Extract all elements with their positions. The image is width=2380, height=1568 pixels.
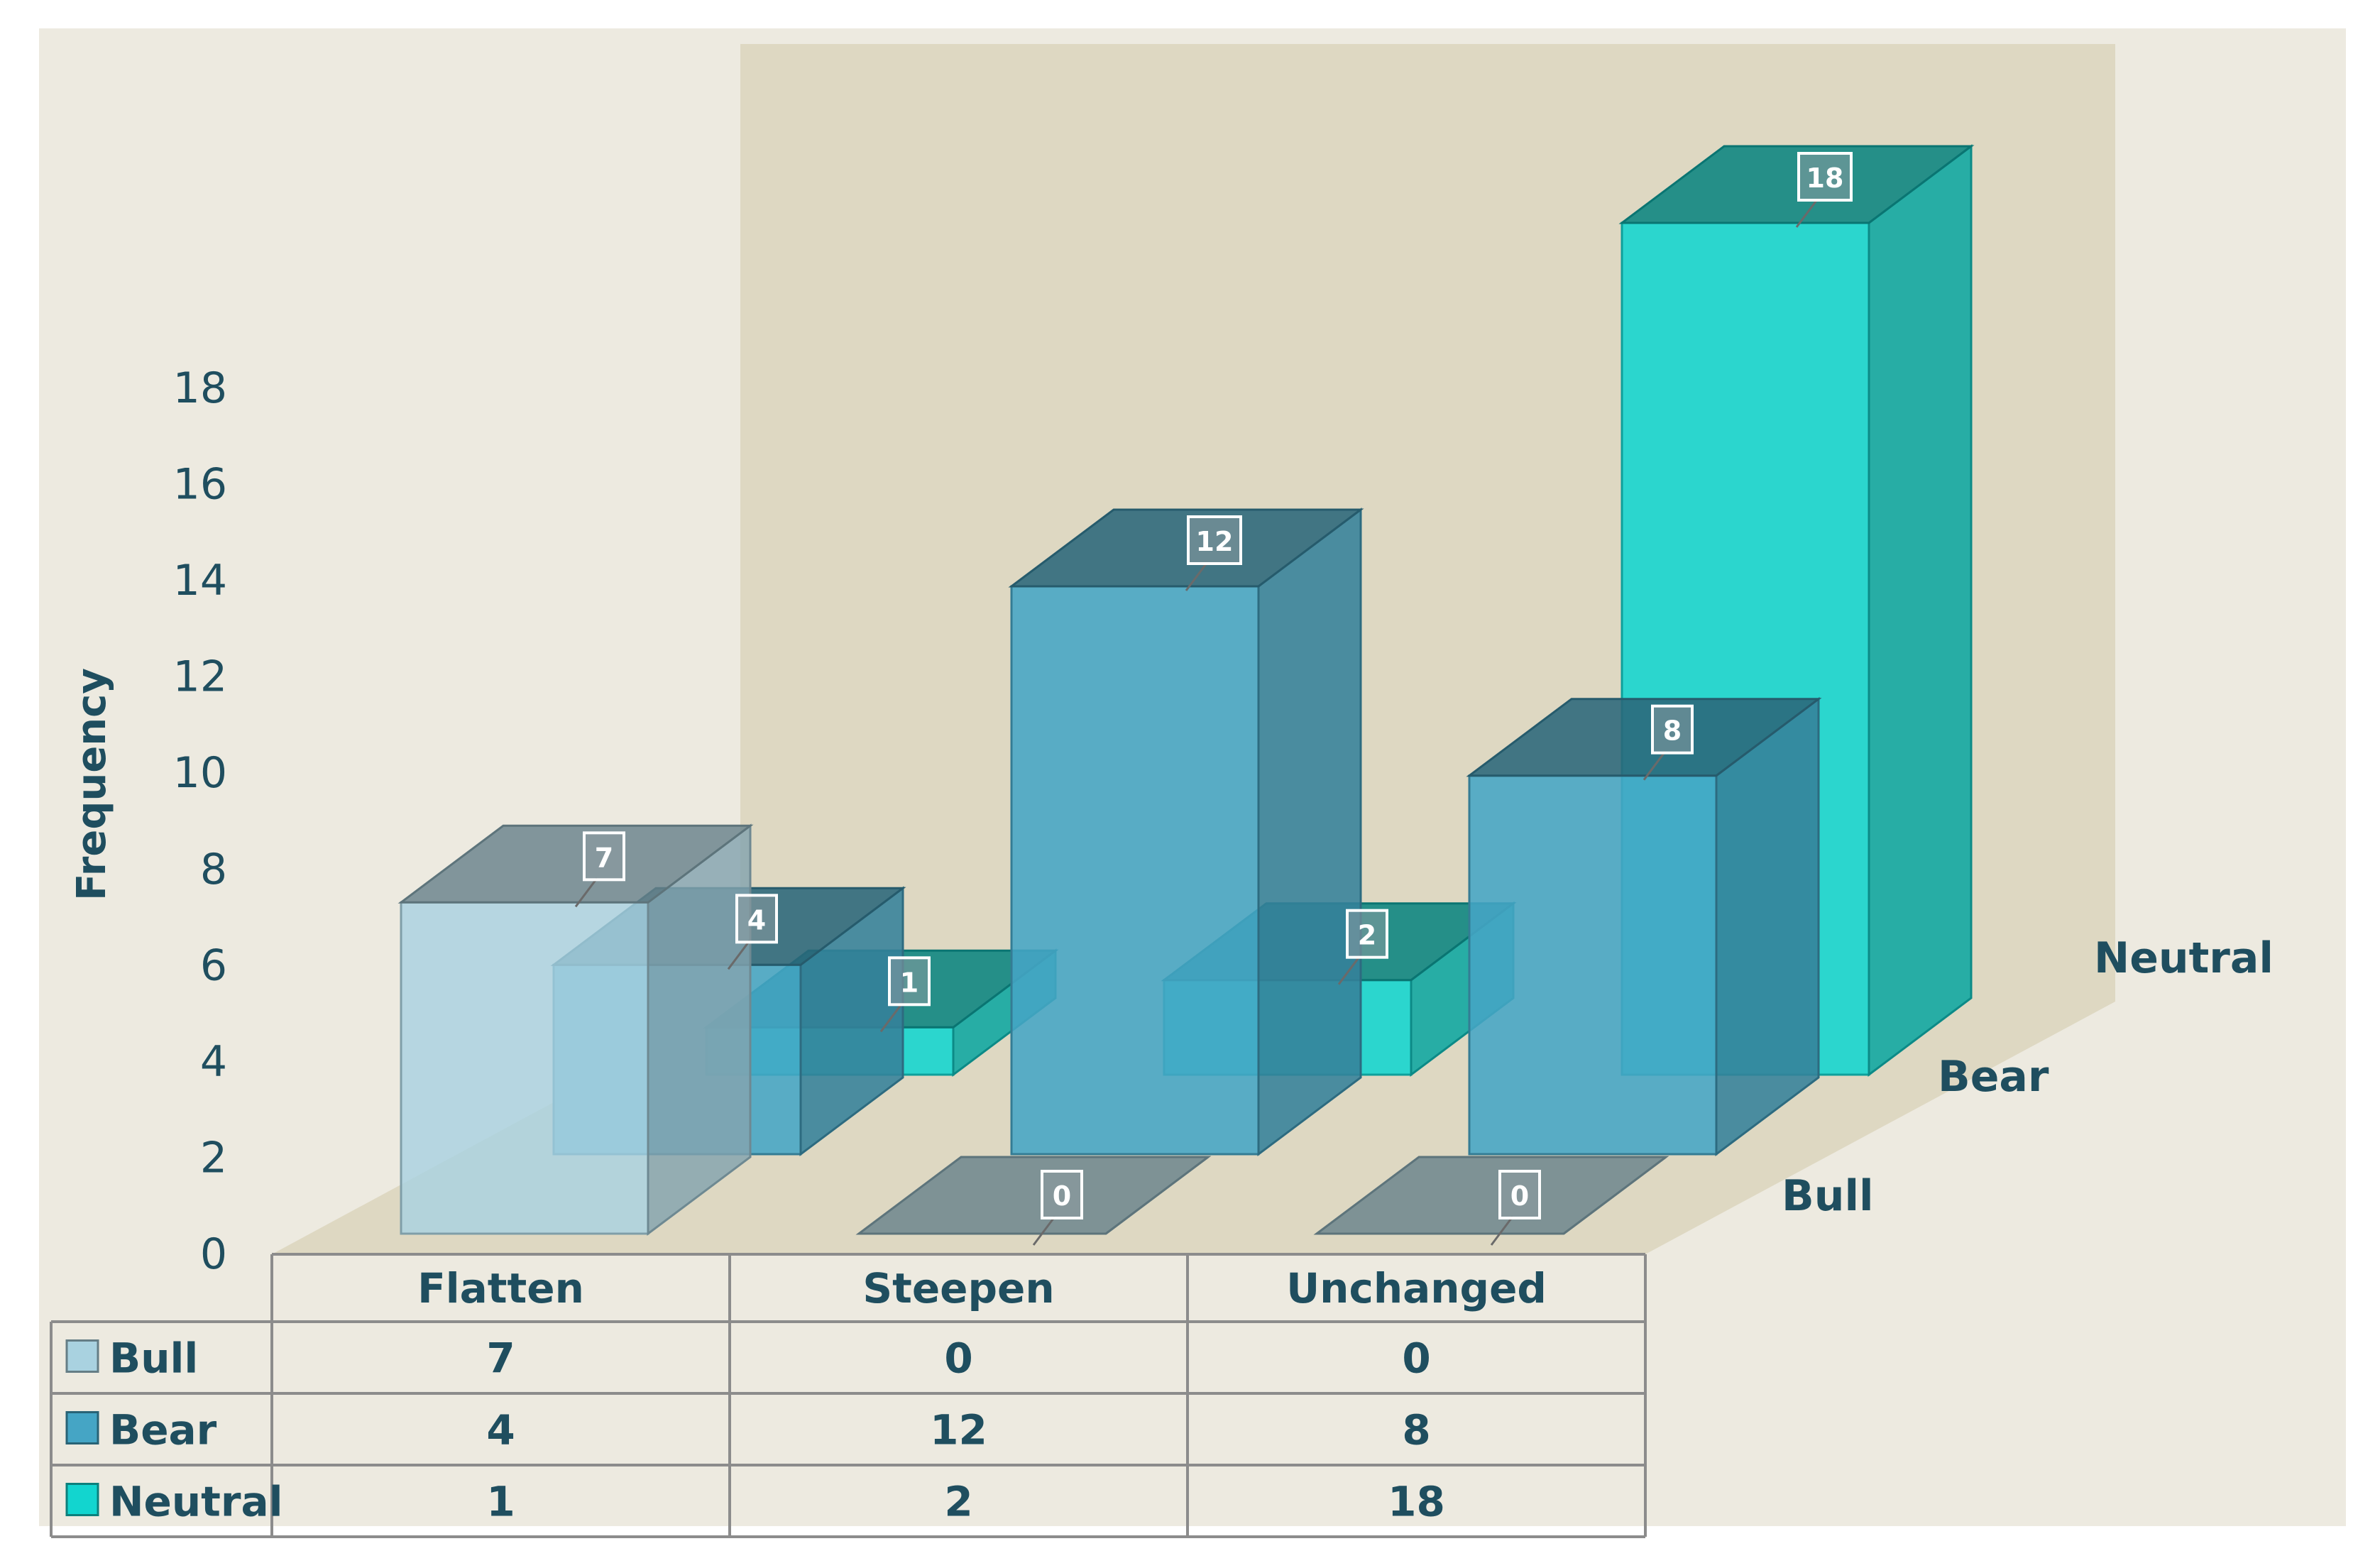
bar-top-face <box>1313 1156 1669 1235</box>
table-header: Flatten <box>417 1264 584 1312</box>
y-tick-label: 2 <box>200 1133 227 1183</box>
y-tick-label: 6 <box>200 941 227 990</box>
table-cell: 8 <box>1402 1406 1430 1454</box>
table-cell: 4 <box>486 1406 515 1454</box>
data-label-leader <box>879 1002 904 1033</box>
data-label: 7 <box>595 842 613 873</box>
table-cell: 7 <box>486 1334 515 1383</box>
data-label-box <box>1041 1170 1083 1219</box>
table-row-label: Bear <box>109 1406 217 1454</box>
table-row-label: Neutral <box>109 1478 283 1526</box>
bar-front-face <box>400 901 649 1235</box>
table-cell: 1 <box>486 1478 515 1526</box>
data-label-box <box>1651 704 1694 755</box>
data-label-leader <box>1490 1216 1514 1246</box>
data-label-box <box>1498 1170 1541 1219</box>
bar-top-face <box>1466 698 1822 777</box>
data-label-leader <box>1032 1216 1056 1246</box>
bar-side-face <box>1257 508 1362 1156</box>
data-label-leader <box>1337 955 1361 985</box>
bar-side-face <box>1715 696 1820 1156</box>
bar-side-face <box>1868 144 1973 1077</box>
table-cell: 12 <box>930 1406 987 1454</box>
data-label-box <box>1797 152 1853 202</box>
table-cell: 2 <box>944 1478 972 1526</box>
table-header: Unchanged <box>1286 1264 1547 1312</box>
data-label-box <box>583 831 625 882</box>
chart-bars <box>397 144 1975 1236</box>
data-label-box <box>1346 909 1388 959</box>
depth-axis-label: Neutral <box>2094 933 2274 983</box>
bar-bull-steepen <box>855 1156 1212 1235</box>
data-label-leader <box>1795 198 1819 228</box>
bar-bear-unchanged <box>1466 696 1822 1156</box>
y-tick-label: 14 <box>173 556 227 605</box>
table-cell: 0 <box>944 1334 972 1383</box>
bar-top-face <box>397 824 754 904</box>
data-label-leader <box>727 940 751 970</box>
data-label: 1 <box>900 967 918 998</box>
depth-axis-label: Bear <box>1938 1052 2049 1102</box>
y-axis-title: Frequency <box>69 668 115 901</box>
table-cell: 18 <box>1388 1478 1445 1526</box>
data-label-leader <box>574 877 598 908</box>
legend-key <box>65 1339 99 1373</box>
data-label: 18 <box>1806 163 1844 194</box>
y-tick-label: 10 <box>173 748 227 798</box>
bar-front-face <box>1468 774 1718 1156</box>
y-tick-label: 16 <box>173 460 227 510</box>
data-label-leader <box>1185 561 1209 591</box>
bar-front-face <box>1010 585 1260 1156</box>
data-label-box <box>1187 515 1242 565</box>
table-header: Steepen <box>862 1264 1054 1312</box>
depth-axis-label: Bull <box>1782 1171 1874 1221</box>
y-tick-label: 8 <box>200 845 227 894</box>
bar-neutral-unchanged <box>1618 144 1975 1077</box>
bar-bull-unchanged <box>1313 1156 1669 1235</box>
y-tick-label: 4 <box>200 1037 227 1087</box>
data-label: 2 <box>1358 920 1376 951</box>
bar-bull-flatten <box>397 823 754 1236</box>
data-label: 4 <box>747 904 766 936</box>
data-label: 0 <box>1053 1180 1071 1212</box>
bar-top-face <box>1618 145 1975 224</box>
bar-top-face <box>1008 508 1364 588</box>
y-tick-label: 12 <box>173 652 227 702</box>
legend-key <box>65 1483 99 1516</box>
y-tick-label: 18 <box>173 363 227 413</box>
data-label-leader <box>1643 750 1667 781</box>
data-label-box <box>735 894 778 944</box>
bar-top-face <box>855 1156 1212 1235</box>
data-label: 0 <box>1510 1180 1529 1212</box>
table-row-label: Bull <box>109 1334 198 1383</box>
data-label-box <box>888 956 931 1007</box>
data-label: 12 <box>1196 526 1234 557</box>
bar-bear-steepen <box>1008 508 1364 1156</box>
table-cell: 0 <box>1402 1334 1430 1383</box>
data-label: 8 <box>1663 716 1682 747</box>
legend-key <box>65 1411 99 1444</box>
y-tick-label: 0 <box>200 1229 227 1279</box>
